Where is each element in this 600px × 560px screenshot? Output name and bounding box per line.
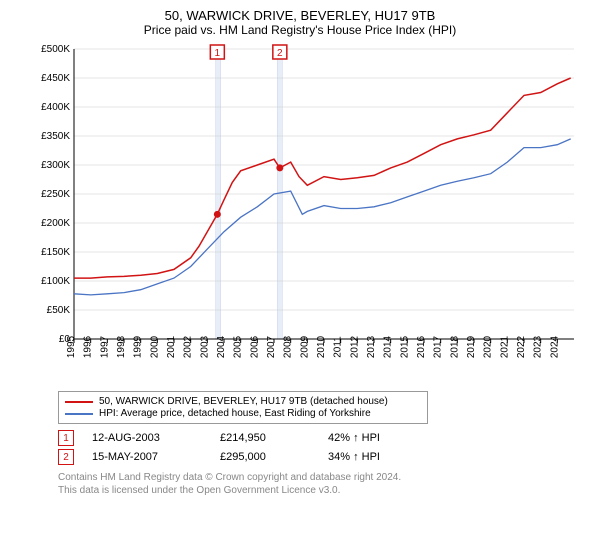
- legend-swatch: [65, 401, 93, 403]
- svg-text:2024: 2024: [549, 335, 560, 358]
- svg-text:2022: 2022: [516, 335, 527, 358]
- svg-text:2021: 2021: [499, 335, 510, 358]
- chart-subtitle: Price paid vs. HM Land Registry's House …: [10, 23, 590, 37]
- transaction-date: 12-AUG-2003: [92, 432, 202, 444]
- svg-text:1996: 1996: [83, 335, 94, 358]
- svg-text:2010: 2010: [316, 335, 327, 358]
- chart-svg: £0£50K£100K£150K£200K£250K£300K£350K£400…: [26, 43, 586, 383]
- legend-label: 50, WARWICK DRIVE, BEVERLEY, HU17 9TB (d…: [99, 396, 388, 407]
- transaction-price: £295,000: [220, 451, 310, 463]
- svg-text:2000: 2000: [149, 335, 160, 358]
- svg-text:2003: 2003: [199, 335, 210, 358]
- svg-text:£100K: £100K: [41, 276, 70, 287]
- svg-text:2015: 2015: [399, 335, 410, 358]
- svg-text:2009: 2009: [299, 335, 310, 358]
- transactions: 1 12-AUG-2003 £214,950 42% ↑ HPI 2 15-MAY-200…: [10, 430, 590, 465]
- legend-label: HPI: Average price, detached house, East…: [99, 408, 371, 419]
- svg-text:£500K: £500K: [41, 44, 70, 55]
- transaction-date: 15-MAY-2007: [92, 451, 202, 463]
- svg-text:1: 1: [215, 48, 221, 59]
- transaction-delta: 42% ↑ HPI: [328, 432, 380, 444]
- svg-text:£150K: £150K: [41, 247, 70, 258]
- svg-text:£250K: £250K: [41, 189, 70, 200]
- svg-text:£300K: £300K: [41, 160, 70, 171]
- footer-line: Contains HM Land Registry data © Crown c…: [58, 471, 590, 484]
- footer-line: This data is licensed under the Open Gov…: [58, 484, 590, 497]
- svg-text:2007: 2007: [266, 335, 277, 358]
- svg-text:2012: 2012: [349, 335, 360, 358]
- legend: 50, WARWICK DRIVE, BEVERLEY, HU17 9TB (d…: [58, 391, 428, 424]
- legend-swatch: [65, 413, 93, 415]
- svg-text:2: 2: [277, 48, 283, 59]
- svg-text:£200K: £200K: [41, 218, 70, 229]
- svg-text:2011: 2011: [333, 336, 344, 358]
- svg-text:1997: 1997: [99, 335, 110, 358]
- svg-text:2018: 2018: [449, 335, 460, 358]
- svg-text:2023: 2023: [533, 335, 544, 358]
- transaction-price: £214,950: [220, 432, 310, 444]
- svg-text:2013: 2013: [366, 335, 377, 358]
- transaction-delta: 34% ↑ HPI: [328, 451, 380, 463]
- svg-text:2006: 2006: [249, 335, 260, 358]
- transaction-row: 2 15-MAY-2007 £295,000 34% ↑ HPI: [58, 449, 590, 465]
- svg-text:£450K: £450K: [41, 73, 70, 84]
- footer-attribution: Contains HM Land Registry data © Crown c…: [58, 471, 590, 497]
- svg-text:1995: 1995: [66, 335, 77, 358]
- svg-text:1998: 1998: [116, 335, 127, 358]
- svg-text:2008: 2008: [283, 335, 294, 358]
- chart-header: 50, WARWICK DRIVE, BEVERLEY, HU17 9TB Pr…: [10, 8, 590, 37]
- svg-text:1999: 1999: [133, 335, 144, 358]
- price-chart: £0£50K£100K£150K£200K£250K£300K£350K£400…: [26, 43, 586, 383]
- svg-text:2005: 2005: [233, 335, 244, 358]
- marker-badge: 2: [58, 449, 74, 465]
- svg-text:2017: 2017: [433, 335, 444, 358]
- svg-text:2019: 2019: [466, 335, 477, 358]
- svg-text:£50K: £50K: [47, 305, 71, 316]
- marker-badge: 1: [58, 430, 74, 446]
- svg-text:£400K: £400K: [41, 102, 70, 113]
- svg-text:2004: 2004: [216, 335, 227, 358]
- svg-text:£350K: £350K: [41, 131, 70, 142]
- svg-text:2020: 2020: [483, 335, 494, 358]
- svg-text:2001: 2001: [166, 335, 177, 358]
- svg-text:2014: 2014: [383, 335, 394, 358]
- svg-text:2016: 2016: [416, 335, 427, 358]
- chart-title: 50, WARWICK DRIVE, BEVERLEY, HU17 9TB: [10, 8, 590, 23]
- legend-item: HPI: Average price, detached house, East…: [65, 408, 421, 419]
- svg-text:2002: 2002: [183, 335, 194, 358]
- transaction-row: 1 12-AUG-2003 £214,950 42% ↑ HPI: [58, 430, 590, 446]
- legend-item: 50, WARWICK DRIVE, BEVERLEY, HU17 9TB (d…: [65, 396, 421, 407]
